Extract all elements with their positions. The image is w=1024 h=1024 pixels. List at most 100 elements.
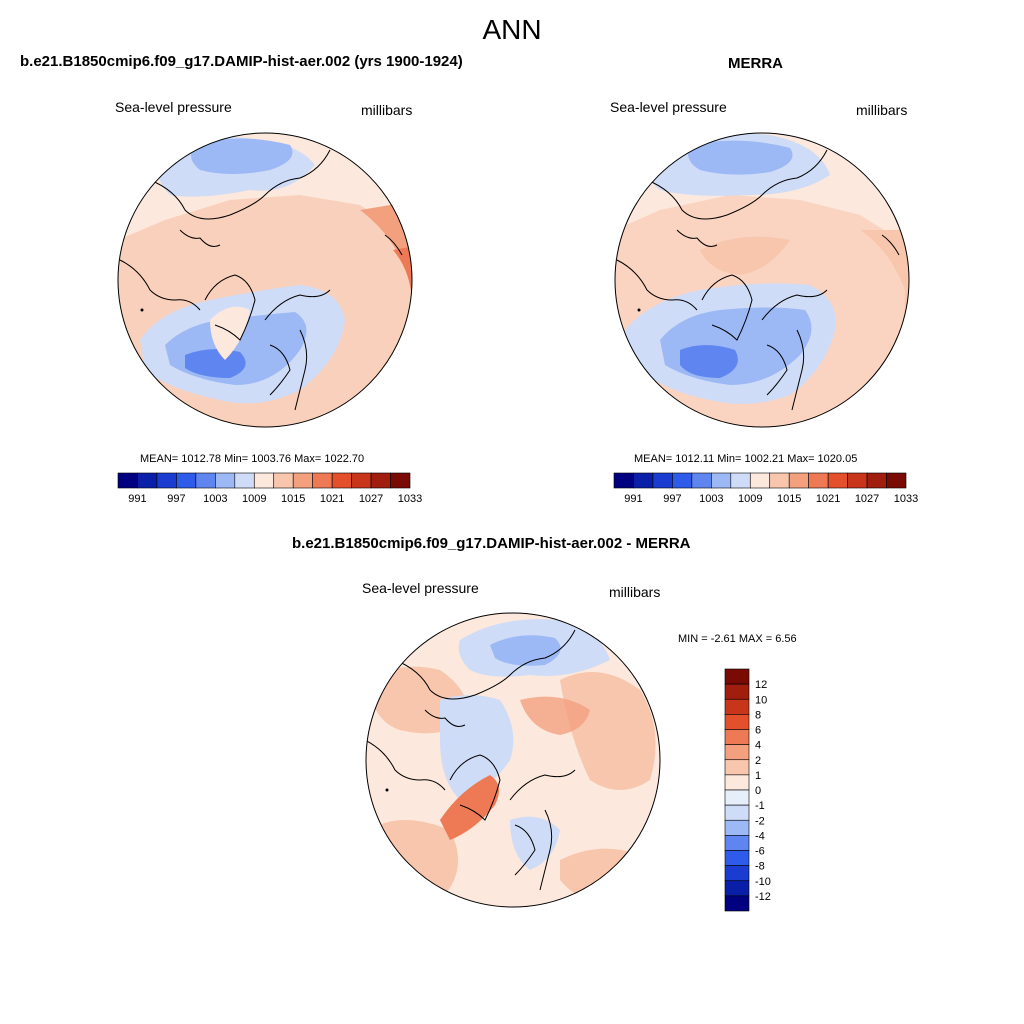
panel1-colorbar-tick-label: 991: [128, 493, 146, 505]
panel2-colorbar-swatch: [769, 472, 790, 489]
panel2-polar-map: [615, 133, 909, 427]
panel2-colorbar-swatch: [886, 472, 907, 489]
panel3-colorbar-tick-label: 12: [755, 679, 767, 691]
panel2-colorbar-swatch: [652, 472, 673, 489]
panel1-map-border: [117, 132, 413, 428]
panel2-title: MERRA: [728, 55, 783, 72]
panel3-colorbar-tick-label: 8: [755, 709, 761, 721]
panel3-variable-label: Sea-level pressure: [362, 580, 479, 596]
panel2-colorbar-swatch: [672, 472, 693, 489]
panel1-colorbar-swatch: [176, 472, 197, 489]
panel2-colorbar-swatch: [691, 472, 712, 489]
panel2-colorbar-swatch: [613, 472, 634, 489]
page-title: ANN: [482, 14, 542, 45]
panel1-colorbar-tick-label: 1003: [203, 493, 227, 505]
panel1-title: b.e21.B1850cmip6.f09_g17.DAMIP-hist-aer.…: [20, 53, 463, 70]
panel3-colorbar-swatch: [724, 683, 750, 700]
panel2-colorbar-swatch: [711, 472, 732, 489]
panel1-colorbar-swatch: [390, 472, 411, 489]
panel1-colorbar-tick-label: 1009: [242, 493, 266, 505]
panel2-colorbar-tick-label: 991: [624, 493, 642, 505]
panel1-colorbar-tick-label: 1015: [281, 493, 305, 505]
panel1-colorbar-swatch: [215, 472, 236, 489]
panel3-colorbar-swatch: [724, 850, 750, 866]
panel3-map-border: [365, 612, 661, 908]
panel1-colorbar-swatch: [117, 472, 138, 489]
panel2-colorbar: 991 997 1003 1009 1015 1021 1027 1033: [613, 472, 918, 505]
panel3-colorbar-swatch: [724, 804, 750, 821]
panel1-colorbar-swatch: [273, 472, 294, 489]
panel2-colorbar-tick-label: 1021: [816, 493, 840, 505]
panel3-title: b.e21.B1850cmip6.f09_g17.DAMIP-hist-aer.…: [292, 535, 691, 552]
panel2-colorbar-tick-label: 1009: [738, 493, 762, 505]
panel1-variable-label: Sea-level pressure: [115, 99, 232, 115]
panel2-units-label: millibars: [856, 102, 908, 118]
panel1-colorbar-tick-label: 1021: [320, 493, 344, 505]
panel3-colorbar-tick-label: 0: [755, 785, 761, 797]
panel1-colorbar-swatch: [370, 472, 391, 489]
panel1-colorbar-swatch: [253, 472, 275, 489]
panel3-colorbar-swatch: [724, 744, 750, 761]
panel2-colorbar-tick-label: 1003: [699, 493, 723, 505]
panel3-colorbar-tick-label: -8: [755, 861, 765, 873]
panel3-colorbar-tick-label: -4: [755, 830, 765, 842]
panel1-colorbar-swatch: [331, 472, 352, 489]
panel2-map-border: [614, 132, 910, 428]
panel3-units-label: millibars: [609, 584, 661, 600]
panel1-colorbar-swatch: [234, 472, 255, 489]
panel3-colorbar-tick-label: 6: [755, 725, 761, 737]
panel2-colorbar-swatch: [808, 472, 829, 489]
panel3-colorbar-swatch: [724, 895, 750, 912]
panel3-colorbar-tick-label: 1: [755, 770, 761, 782]
panel2-colorbar-tick-label: 1027: [855, 493, 879, 505]
panel3-colorbar-tick-label: 4: [755, 740, 761, 752]
panel3-colorbar-swatch: [724, 729, 750, 745]
panel2-colorbar-tick-label: 997: [663, 493, 681, 505]
panel1-colorbar-swatch: [351, 472, 372, 489]
panel3-colorbar-swatch: [724, 880, 750, 897]
panel1-colorbar-tick-label: 1033: [398, 493, 422, 505]
panel3-colorbar-swatch: [724, 865, 750, 882]
panel3-colorbar-swatch: [724, 835, 750, 851]
panel3-colorbar-tick-label: -10: [755, 876, 771, 888]
panel3-colorbar-swatch: [724, 714, 750, 730]
panel2-colorbar-swatch: [827, 472, 848, 489]
panel1-stats: MEAN= 1012.78 Min= 1003.76 Max= 1022.70: [140, 453, 365, 465]
panel3-polar-map: [366, 613, 660, 907]
panel2-colorbar-swatch: [749, 472, 771, 489]
panel1-colorbar-swatch: [137, 472, 158, 489]
panel3-colorbar-swatch: [724, 759, 750, 776]
panel3-colorbar-swatch: [724, 698, 750, 715]
panel3-colorbar-tick-label: -12: [755, 891, 771, 903]
panel3-colorbar-tick-label: 10: [755, 694, 767, 706]
panel3-colorbar-swatch: [724, 774, 750, 791]
panel2-colorbar-tick-label: 1015: [777, 493, 801, 505]
panel3-colorbar-swatch: [724, 819, 750, 836]
panel1-colorbar-swatch: [195, 472, 216, 489]
panel3-colorbar-swatch: [724, 668, 750, 685]
panel1-colorbar-tick-label: 1027: [359, 493, 383, 505]
panel1-colorbar-swatch: [312, 472, 333, 489]
panel2-stats: MEAN= 1012.11 Min= 1002.21 Max= 1020.05: [634, 453, 858, 465]
panel2-colorbar-swatch: [730, 472, 751, 489]
panel3-colorbar-tick-label: -2: [755, 815, 765, 827]
panel3-colorbar-swatch: [724, 789, 750, 806]
panel2-variable-label: Sea-level pressure: [610, 99, 727, 115]
panel2-colorbar-swatch: [788, 472, 809, 489]
panel3-stats: MIN = -2.61 MAX = 6.56: [678, 633, 797, 645]
panel1-polar-map: [118, 133, 412, 427]
panel3-colorbar-tick-label: 2: [755, 755, 761, 767]
panel2-colorbar-swatch: [847, 472, 868, 489]
panel1-colorbar-tick-label: 997: [167, 493, 185, 505]
panel3-colorbar-tick-label: -6: [755, 846, 765, 858]
panel1-colorbar: 991 997 1003 1009 1015 1021 1027 1033: [117, 472, 422, 505]
panel2-colorbar-swatch: [866, 472, 887, 489]
panel2-colorbar-swatch: [633, 472, 654, 489]
panel1-colorbar-swatch: [156, 472, 177, 489]
panel1-units-label: millibars: [361, 102, 413, 118]
panel1-colorbar-swatch: [292, 472, 313, 489]
panel2-colorbar-tick-label: 1033: [894, 493, 918, 505]
panel3-colorbar-tick-label: -1: [755, 800, 765, 812]
